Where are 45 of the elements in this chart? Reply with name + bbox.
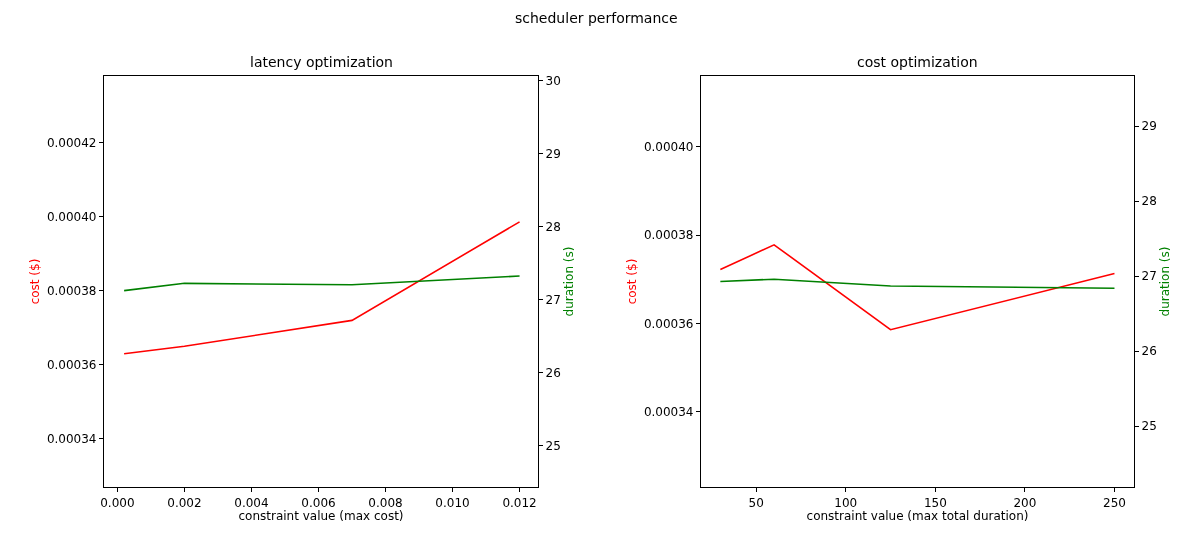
- y2-tick-label: 29: [545, 146, 561, 161]
- y2-tick-label: 30: [545, 73, 561, 88]
- y-tick-label: 0.00038: [46, 283, 97, 298]
- y-tick-label: 0.00036: [46, 358, 97, 373]
- chart-title: cost optimization: [857, 54, 978, 70]
- y-tick-label: 0.00036: [643, 316, 694, 331]
- y-axis-title: cost ($): [28, 258, 43, 305]
- y2-tick-label: 28: [545, 219, 561, 234]
- y2-tick-label: 26: [1141, 344, 1157, 359]
- text: scheduler performance: [515, 10, 678, 26]
- x-tick-label: 100: [834, 495, 858, 510]
- x-tick-label: 50: [748, 495, 764, 510]
- line-series: [719, 244, 1116, 331]
- x-tick-label: 0.004: [234, 495, 269, 510]
- x-axis-title: constraint value (max total duration): [806, 509, 1029, 524]
- chart-title: latency optimization: [250, 54, 393, 70]
- line-series: [123, 221, 521, 355]
- y-axis-title: cost ($): [625, 258, 640, 305]
- y2-axis-title: duration (s): [1157, 246, 1172, 317]
- y-tick-label: 0.00040: [643, 139, 694, 154]
- y2-tick-label: 25: [1141, 419, 1157, 434]
- y-tick-label: 0.00034: [643, 405, 694, 420]
- x-tick-label: 0.010: [435, 495, 470, 510]
- x-tick-label: 0.008: [368, 495, 403, 510]
- line-series: [123, 275, 521, 292]
- line-series: [719, 278, 1116, 290]
- y2-tick-label: 26: [545, 365, 561, 380]
- y-tick-label: 0.00042: [46, 135, 97, 150]
- y2-tick-label: 27: [545, 292, 561, 307]
- x-tick-label: 0.012: [502, 495, 537, 510]
- y-tick-label: 0.00040: [46, 209, 97, 224]
- y2-tick-label: 27: [1141, 269, 1157, 284]
- x-tick-label: 200: [1013, 495, 1037, 510]
- x-tick-label: 0.000: [100, 495, 135, 510]
- y2-tick-label: 25: [545, 438, 561, 453]
- x-axis-title: constraint value (max cost): [238, 509, 404, 524]
- y2-tick-label: 28: [1141, 194, 1157, 209]
- x-tick-label: 0.002: [167, 495, 202, 510]
- y2-axis-title: duration (s): [561, 246, 576, 317]
- y2-tick-label: 29: [1141, 119, 1157, 134]
- x-tick-label: 250: [1103, 495, 1126, 510]
- y-tick-label: 0.00034: [46, 432, 97, 447]
- y-tick-label: 0.00038: [643, 228, 694, 243]
- x-tick-label: 0.006: [301, 495, 336, 510]
- x-tick-label: 150: [923, 495, 947, 510]
